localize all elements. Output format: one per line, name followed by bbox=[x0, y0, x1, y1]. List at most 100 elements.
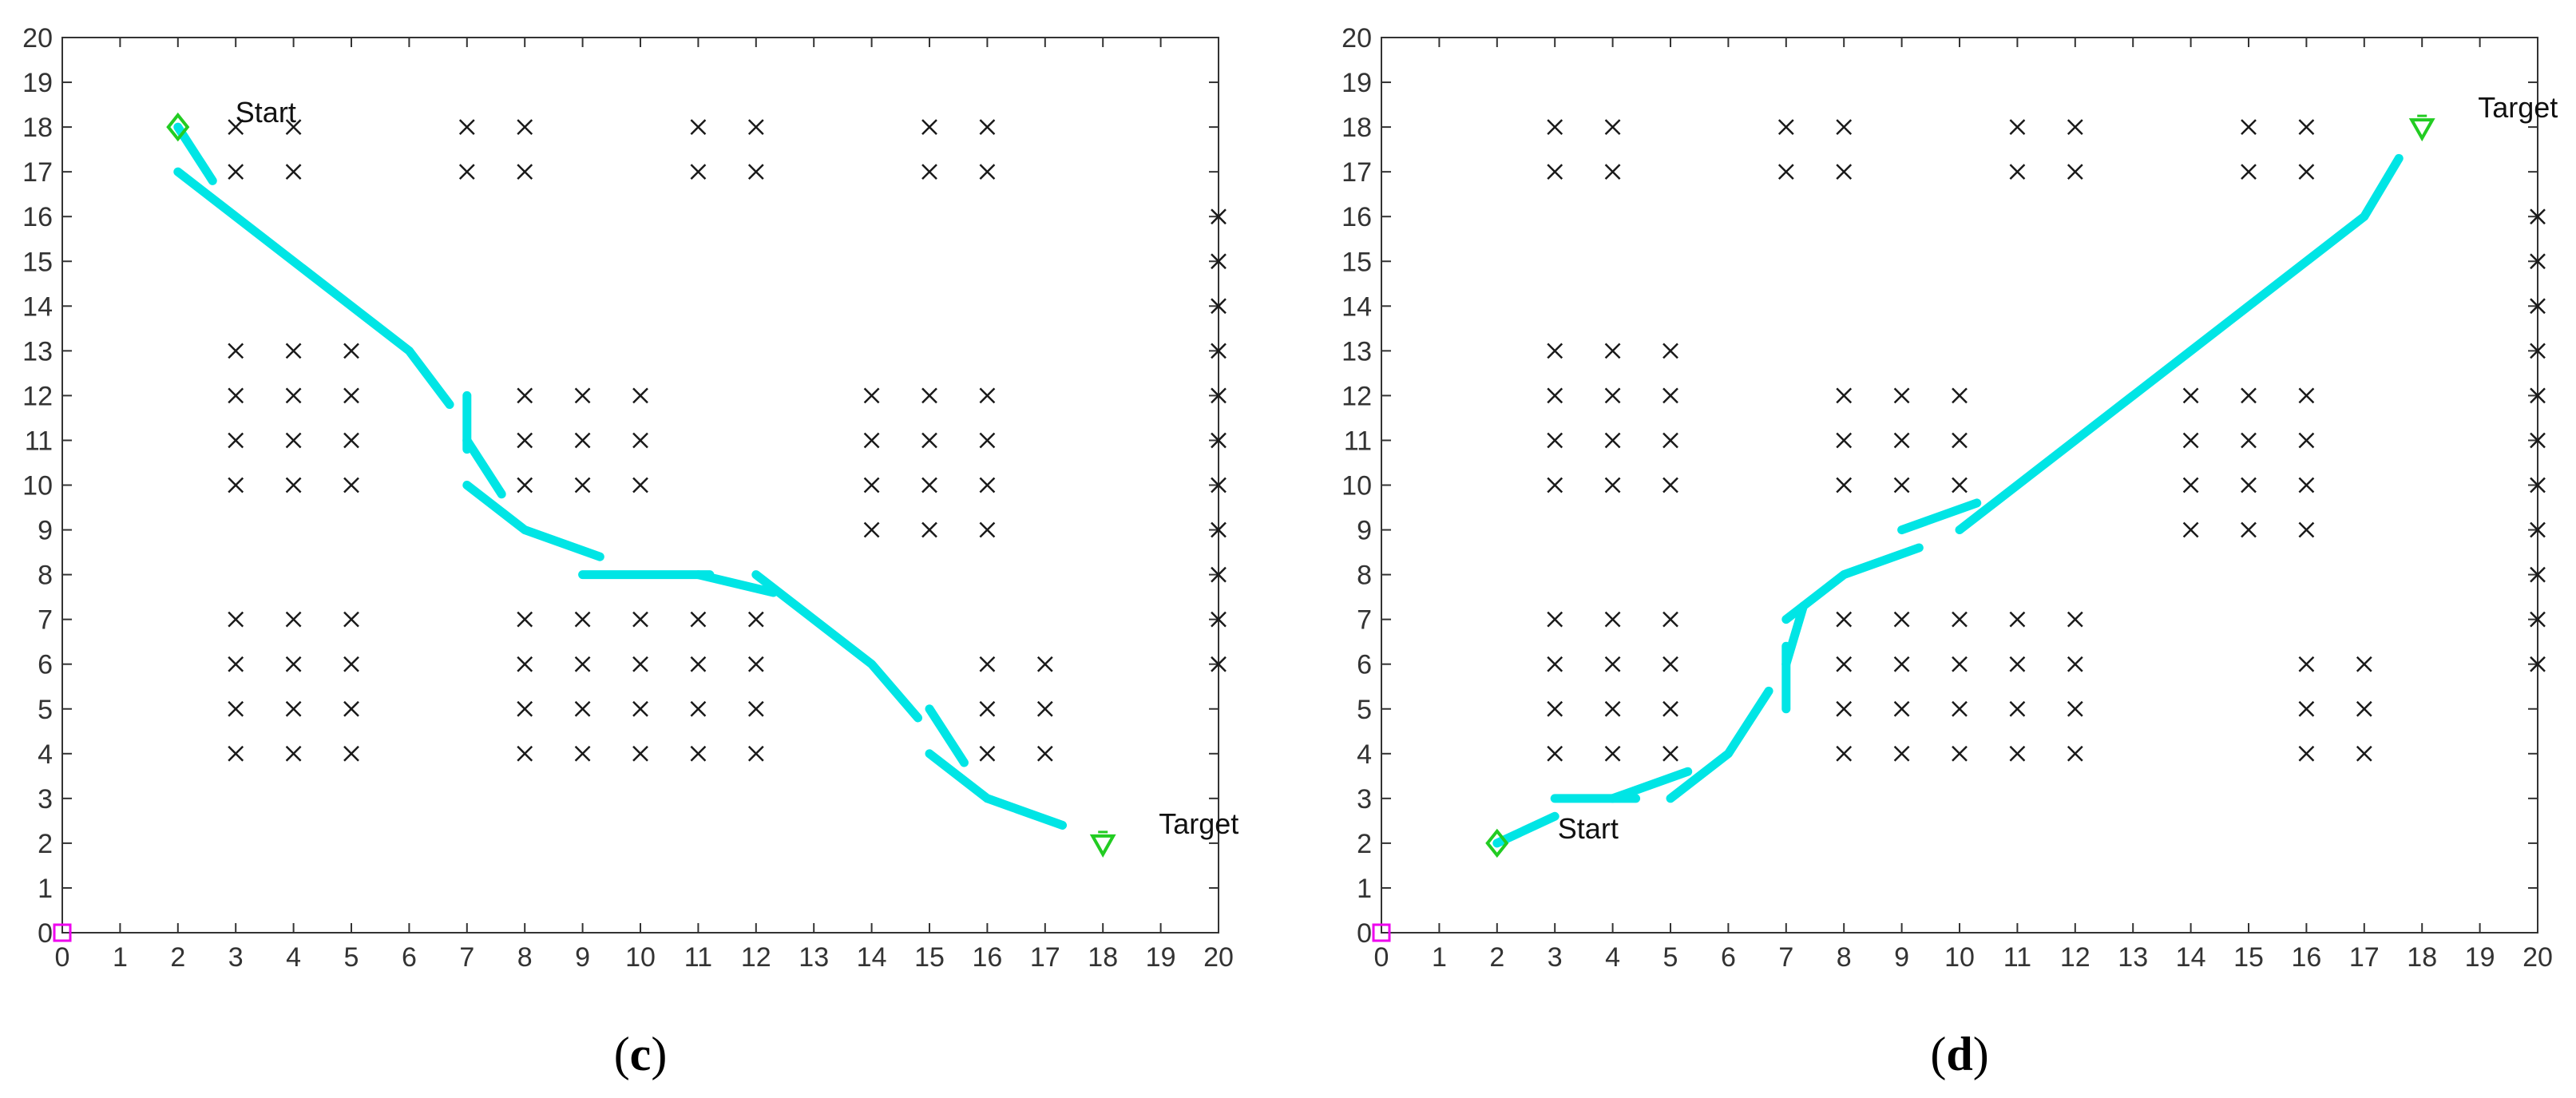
x-tick-label: 1 bbox=[1432, 942, 1447, 973]
obstacle-marker bbox=[1836, 119, 1853, 135]
caption-open: ( bbox=[1930, 1028, 1946, 1080]
obstacle-marker bbox=[1663, 343, 1678, 359]
obstacle-marker bbox=[632, 700, 648, 717]
y-tick-label: 17 bbox=[1342, 157, 1372, 188]
obstacle-marker bbox=[1836, 387, 1853, 404]
obstacle-marker bbox=[1663, 700, 1678, 717]
obstacle-marker bbox=[1893, 700, 1910, 717]
y-tick-label: 6 bbox=[38, 650, 53, 680]
obstacle-marker bbox=[1952, 432, 1968, 449]
obstacle-marker bbox=[2182, 432, 2199, 449]
path-segment bbox=[1781, 543, 1924, 624]
caption-letter: c bbox=[630, 1028, 652, 1080]
obstacle-marker bbox=[2530, 387, 2546, 404]
start-label: Start bbox=[1558, 812, 1619, 845]
path-segment bbox=[1897, 498, 1982, 535]
path-segment bbox=[1608, 767, 1693, 803]
obstacle-marker bbox=[1836, 164, 1853, 180]
obstacle-marker bbox=[632, 656, 648, 672]
obstacle-marker bbox=[1604, 700, 1621, 717]
x-tick-label: 16 bbox=[2291, 942, 2321, 973]
y-tick-label: 19 bbox=[1342, 68, 1372, 98]
y-tick-label: 20 bbox=[1342, 23, 1372, 54]
obstacle-marker bbox=[2530, 477, 2546, 494]
obstacle-marker bbox=[1893, 745, 1910, 762]
obstacle-marker bbox=[228, 164, 244, 180]
y-tick-label: 14 bbox=[1342, 291, 1372, 322]
obstacle-marker bbox=[747, 700, 764, 717]
obstacle-marker bbox=[1952, 611, 1968, 628]
obstacle-marker bbox=[228, 477, 244, 494]
x-tick-label: 12 bbox=[2060, 942, 2091, 973]
obstacle-marker bbox=[863, 387, 880, 404]
y-tick-label: 18 bbox=[22, 113, 53, 143]
y-tick-label: 12 bbox=[1342, 381, 1372, 411]
obstacle-marker bbox=[2298, 477, 2315, 494]
obstacle-marker bbox=[747, 119, 764, 135]
obstacle-marker bbox=[2009, 745, 2026, 762]
x-tick-label: 15 bbox=[914, 942, 945, 973]
obstacle-marker bbox=[1604, 387, 1621, 404]
obstacle-marker bbox=[2067, 700, 2083, 717]
obstacle-marker bbox=[1952, 387, 1968, 404]
y-tick-label: 4 bbox=[38, 739, 53, 770]
obstacle-marker bbox=[285, 343, 302, 359]
panel-c: 0 1 2 3 4 5 6 7 8 9 10 11 12 13 14 15 16 17 18 19 2001234567… bbox=[22, 23, 1238, 1080]
obstacle-marker bbox=[1893, 477, 1910, 494]
obstacle-marker bbox=[517, 477, 533, 494]
obstacle-marker bbox=[632, 477, 648, 494]
obstacle-marker bbox=[1604, 656, 1621, 672]
obstacle-marker bbox=[285, 656, 302, 672]
obstacle-marker bbox=[2530, 656, 2546, 672]
obstacle-marker bbox=[979, 521, 996, 538]
obstacle-marker bbox=[2530, 432, 2546, 449]
y-tick-label: 4 bbox=[1357, 739, 1372, 770]
obstacle-marker bbox=[921, 477, 937, 494]
y-tick-label: 0 bbox=[38, 918, 53, 949]
obstacle-marker bbox=[1663, 745, 1678, 762]
obstacle-marker bbox=[343, 387, 359, 404]
path-segment bbox=[751, 570, 923, 723]
obstacle-marker bbox=[2009, 119, 2026, 135]
y-tick-label: 16 bbox=[1342, 202, 1372, 232]
obstacle-marker bbox=[1836, 745, 1853, 762]
x-tick-label: 3 bbox=[1548, 942, 1563, 973]
obstacle-marker bbox=[979, 745, 996, 762]
obstacle-marker bbox=[2530, 566, 2546, 583]
obstacle-marker bbox=[1893, 611, 1910, 628]
obstacle-marker bbox=[1777, 164, 1794, 180]
origin-marker bbox=[1372, 923, 1391, 942]
obstacle-marker bbox=[1952, 745, 1968, 762]
obstacle-marker bbox=[1547, 164, 1563, 180]
x-tick-label: 18 bbox=[2407, 942, 2437, 973]
obstacle-marker bbox=[343, 477, 359, 494]
obstacle-marker bbox=[2298, 432, 2315, 449]
obstacle-marker bbox=[2241, 119, 2257, 135]
obstacle-marker bbox=[979, 164, 996, 180]
obstacle-marker bbox=[228, 387, 244, 404]
obstacle-marker bbox=[343, 745, 359, 762]
obstacle-marker bbox=[2009, 700, 2026, 717]
obstacle-marker bbox=[1547, 611, 1563, 628]
x-tick-label: 6 bbox=[402, 942, 417, 973]
path-segment bbox=[462, 481, 604, 561]
obstacle-marker bbox=[690, 119, 707, 135]
obstacle-marker bbox=[1604, 611, 1621, 628]
obstacle-marker bbox=[979, 700, 996, 717]
y-tick-label: 19 bbox=[22, 68, 53, 98]
obstacle-marker bbox=[2241, 164, 2257, 180]
obstacle-marker bbox=[228, 343, 244, 359]
obstacle-marker bbox=[343, 611, 359, 628]
x-tick-label: 19 bbox=[2465, 942, 2495, 973]
y-tick-label: 0 bbox=[1357, 918, 1372, 949]
obstacle-marker bbox=[921, 387, 937, 404]
obstacle-marker bbox=[979, 119, 996, 135]
obstacle-marker bbox=[574, 432, 591, 449]
path-segment bbox=[1492, 811, 1559, 848]
obstacle-marker bbox=[979, 387, 996, 404]
x-tick-label: 2 bbox=[1489, 942, 1504, 973]
obstacle-marker bbox=[1211, 208, 1227, 225]
obstacle-marker bbox=[1211, 343, 1227, 359]
obstacle-marker bbox=[574, 611, 591, 628]
path-segment bbox=[1666, 686, 1773, 803]
